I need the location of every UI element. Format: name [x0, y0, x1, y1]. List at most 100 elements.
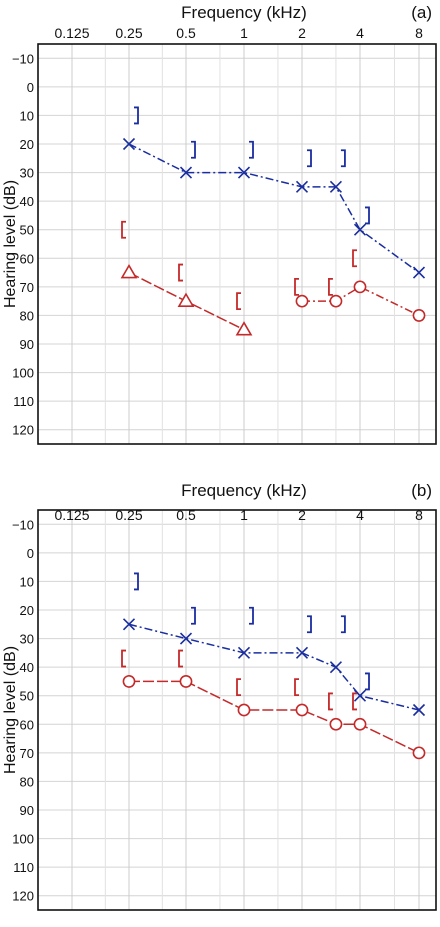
- data-point-cross: [329, 661, 342, 674]
- y-axis-title: Hearing level (dB): [2, 646, 19, 774]
- data-point-triangle: [177, 292, 195, 307]
- data-point-bracket-left: [236, 292, 241, 311]
- plot-area: [38, 510, 436, 910]
- data-point-bracket-left: [236, 678, 241, 697]
- data-point-cross: [353, 689, 367, 702]
- x-tick-label: 8: [415, 507, 423, 523]
- data-point-circle: [329, 717, 343, 731]
- y-tick-label: 20: [20, 137, 34, 152]
- data-point-triangle: [120, 263, 138, 279]
- panel-label: (b): [411, 481, 432, 500]
- x-axis-title: Frequency (kHz): [181, 481, 307, 500]
- x-tick-label: 0.25: [115, 507, 142, 523]
- data-point-cross: [295, 180, 309, 193]
- x-tick-label: 2: [298, 25, 306, 41]
- y-tick-label: 0: [27, 546, 34, 561]
- data-point-circle: [295, 703, 309, 717]
- data-point-bracket-right: [249, 606, 254, 625]
- x-tick-label: 0.5: [176, 507, 196, 523]
- y-tick-label: 80: [20, 774, 34, 789]
- y-tick-label: 110: [13, 394, 34, 409]
- plot-border: [37, 43, 437, 445]
- y-tick-label: 50: [20, 689, 34, 704]
- x-tick-label: 4: [356, 507, 364, 523]
- x-axis-title: Frequency (kHz): [181, 3, 307, 22]
- y-tick-label: 100: [12, 832, 34, 847]
- y-tick-label: 110: [13, 860, 34, 875]
- y-tick-label: 20: [20, 603, 34, 618]
- y-tick-label: 50: [20, 223, 34, 238]
- data-point-bracket-left: [328, 277, 333, 296]
- data-point-bracket-left: [294, 277, 299, 296]
- data-point-cross: [237, 646, 251, 659]
- x-tick-label: 1: [240, 25, 248, 41]
- data-point-bracket-right: [249, 140, 254, 159]
- x-tick-label: 8: [415, 25, 423, 41]
- data-point-bracket-left: [352, 692, 357, 711]
- data-point-bracket-right: [365, 206, 370, 225]
- y-tick-label: 70: [20, 746, 34, 761]
- data-point-bracket-right: [134, 572, 139, 591]
- data-point-circle: [122, 675, 136, 688]
- y-tick-label: 10: [20, 574, 34, 589]
- y-tick-label: 120: [12, 423, 34, 438]
- data-point-bracket-left: [294, 678, 299, 697]
- data-point-bracket-right: [340, 149, 346, 168]
- series-line: [302, 286, 420, 317]
- plot-border: [37, 509, 437, 911]
- y-tick-label: 0: [27, 80, 34, 95]
- y-tick-label: 70: [20, 280, 34, 295]
- y-tick-label: 120: [12, 889, 34, 904]
- data-point-triangle: [235, 321, 253, 336]
- data-point-circle: [237, 703, 251, 717]
- data-point-bracket-right: [191, 606, 196, 625]
- y-tick-label: 60: [20, 717, 34, 732]
- panel-label: (a): [411, 3, 432, 22]
- data-point-circle: [295, 294, 309, 308]
- audiogram-panel-b: 0.125 0.25 0.5 1 2 4 8 −10 0 10 20 30 40 50 60 70 80 90 10…: [2, 481, 437, 911]
- data-point-bracket-left: [178, 263, 183, 282]
- y-tick-label: −10: [12, 51, 34, 66]
- y-tick-label: 100: [12, 366, 34, 381]
- data-point-cross: [122, 137, 136, 151]
- data-point-cross: [122, 618, 136, 631]
- data-point-circle: [179, 675, 193, 688]
- data-point-bracket-left: [178, 649, 183, 668]
- data-point-bracket-left: [328, 692, 333, 711]
- data-point-circle: [412, 746, 426, 760]
- data-point-bracket-right: [340, 615, 346, 634]
- x-tick-label: 0.125: [54, 507, 89, 523]
- data-point-cross: [237, 166, 251, 179]
- data-point-bracket-right: [307, 149, 312, 168]
- x-tick-label: 0.25: [115, 25, 142, 41]
- audiogram-panel-a: 0.125 0.25 0.5 1 2 4 8 −10 0 10 20 30 40 50 60 70 80 90 10…: [2, 3, 437, 445]
- data-point-bracket-right: [134, 106, 139, 125]
- y-tick-label: 90: [20, 803, 34, 818]
- y-tick-label: 40: [20, 660, 34, 675]
- y-tick-label: 40: [20, 194, 34, 209]
- data-point-bracket-left: [121, 649, 126, 668]
- data-point-circle: [353, 280, 367, 294]
- y-tick-label: 30: [20, 632, 34, 647]
- data-point-bracket-left: [121, 220, 126, 239]
- y-tick-label: 80: [20, 308, 34, 323]
- y-axis-title: Hearing level (dB): [2, 180, 19, 308]
- data-point-circle: [329, 294, 343, 308]
- data-point-cross: [329, 180, 342, 193]
- data-point-cross: [353, 223, 367, 236]
- x-tick-label: 0.5: [176, 25, 196, 41]
- y-tick-label: 10: [20, 108, 34, 123]
- y-tick-label: 90: [20, 337, 34, 352]
- data-point-circle: [353, 717, 367, 731]
- plot-area: [38, 44, 436, 444]
- y-tick-label: −10: [12, 517, 34, 532]
- x-tick-label: 4: [356, 25, 364, 41]
- data-point-cross: [412, 703, 426, 717]
- x-tick-label: 2: [298, 507, 306, 523]
- y-tick-label: 60: [20, 251, 34, 266]
- data-point-cross: [179, 166, 193, 179]
- data-point-bracket-right: [307, 615, 312, 634]
- x-tick-label: 1: [240, 507, 248, 523]
- data-point-cross: [295, 646, 309, 659]
